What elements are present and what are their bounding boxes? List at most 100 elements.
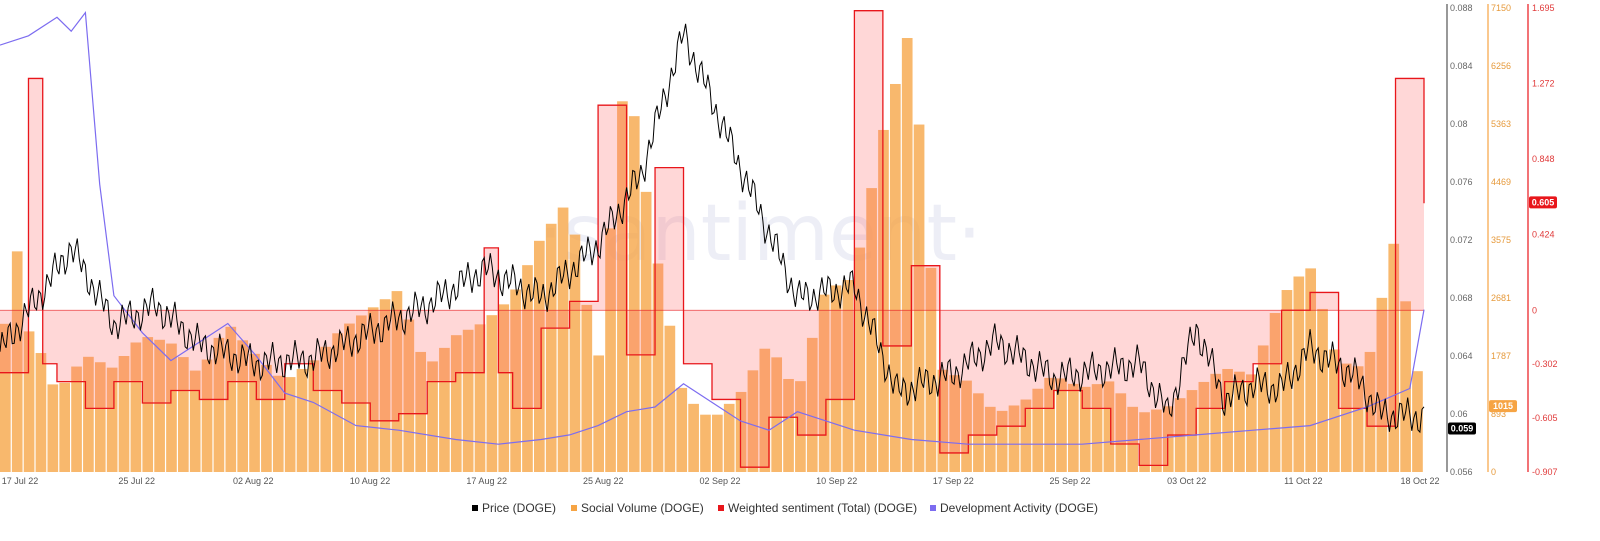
legend-label: Social Volume (DOGE): [581, 501, 704, 515]
social-volume-bar: [1103, 381, 1115, 472]
social-volume-bar: [189, 370, 201, 472]
social-volume-bar: [415, 351, 427, 472]
social-volume-bar: [522, 265, 533, 472]
social-volume-bar: [356, 315, 367, 472]
social-volume-bar: [35, 353, 47, 472]
social-volume-bar: [379, 299, 391, 472]
price-tick-label: 0.088: [1450, 3, 1473, 13]
legend-label: Development Activity (DOGE): [940, 501, 1098, 515]
social-volume-bar: [605, 228, 616, 472]
social-volume-bar: [1364, 351, 1376, 472]
social-volume-bar: [1056, 378, 1067, 472]
price-tick-label: 0.076: [1450, 177, 1473, 187]
social-current-badge: 1015: [1493, 401, 1513, 411]
social-volume-bar: [474, 324, 486, 472]
social-volume-bar: [1186, 390, 1198, 472]
sentiment-tick-label: -0.907: [1532, 467, 1558, 477]
social-volume-bar: [308, 360, 320, 472]
social-volume-bar: [462, 329, 474, 472]
social-volume-bar: [1340, 363, 1352, 472]
price-current-badge-bg: [1448, 422, 1476, 435]
social-volume-bar: [854, 247, 866, 472]
price-tick-label: 0.084: [1450, 61, 1473, 71]
social-volume-bar: [118, 356, 130, 472]
legend-label: Weighted sentiment (Total) (DOGE): [728, 501, 917, 515]
social-tick-label: 4469: [1491, 177, 1511, 187]
price-tick-label: 0.064: [1450, 351, 1473, 361]
social-volume-bar: [913, 124, 925, 472]
sentiment-tick-label: -0.605: [1532, 413, 1558, 423]
social-volume-bar: [961, 380, 972, 472]
x-tick-label: 25 Aug 22: [583, 476, 624, 486]
social-volume-bar: [1044, 377, 1055, 472]
sentiment-tick-label: 1.695: [1532, 3, 1555, 13]
x-tick-label: 03 Oct 22: [1167, 476, 1206, 486]
social-volume-bar: [949, 375, 961, 472]
social-volume-bar: [213, 337, 225, 472]
price-tick-label: 0.056: [1450, 467, 1473, 477]
social-volume-bar: [771, 357, 783, 472]
social-volume-bar: [593, 355, 605, 472]
legend: Price (DOGE) Social Volume (DOGE) Weighted…: [472, 501, 1098, 515]
social-volume-bar: [201, 359, 213, 472]
x-tick-label: 17 Jul 22: [2, 476, 39, 486]
social-volume-bar: [130, 342, 142, 472]
social-volume-bar: [700, 414, 711, 472]
sentiment-tick-label: 0.424: [1532, 230, 1555, 240]
social-volume-bar: [272, 375, 284, 472]
social-volume-bar: [439, 347, 450, 472]
x-tick-label: 17 Aug 22: [466, 476, 507, 486]
social-volume-bar: [925, 267, 937, 472]
social-volume-bar: [332, 333, 343, 472]
price-tick-label: 0.068: [1450, 293, 1473, 303]
social-volume-bar: [403, 319, 415, 472]
social-volume-bar: [1068, 383, 1079, 472]
social-volume-bar: [178, 357, 189, 472]
social-volume-bar: [795, 381, 806, 472]
social-volume-bar: [166, 343, 177, 472]
social-volume-bar: [486, 315, 498, 472]
social-volume-bar: [712, 414, 723, 472]
social-volume-bar: [1269, 313, 1281, 472]
social-volume-bar: [806, 337, 818, 472]
social-tick-label: 1787: [1491, 351, 1511, 361]
social-volume-bar: [759, 348, 771, 472]
social-volume-bar: [830, 285, 842, 472]
social-volume-bar: [1127, 406, 1139, 472]
social-volume-bar: [225, 326, 237, 472]
social-volume-bar: [94, 362, 106, 472]
social-volume-bar: [723, 403, 735, 472]
x-tick-label: 02 Sep 22: [699, 476, 740, 486]
social-volume-bar: [1293, 276, 1305, 472]
x-tick-label: 10 Aug 22: [350, 476, 391, 486]
social-tick-label: 893: [1491, 409, 1506, 419]
social-volume-bar: [47, 384, 59, 472]
social-volume-bar: [1032, 388, 1044, 472]
social-volume-bar: [249, 353, 260, 472]
social-tick-label: 0: [1491, 467, 1496, 477]
social-volume-bar: [890, 83, 901, 472]
sentiment-tick-label: 0.848: [1532, 154, 1555, 164]
social-volume-bar: [1317, 308, 1328, 472]
social-volume-bar: [1281, 290, 1293, 472]
social-tick-label: 7150: [1491, 3, 1511, 13]
price-line: [0, 23, 1425, 434]
social-volume-bar: [676, 387, 688, 472]
social-volume-bar: [391, 291, 403, 472]
social-volume-bar: [747, 370, 759, 472]
price-tick-label: 0.08: [1450, 119, 1468, 129]
sentiment-current-badge: 0.605: [1532, 197, 1555, 207]
social-volume-bar: [11, 251, 23, 472]
social-volume-bar: [628, 116, 640, 472]
social-volume-bar: [842, 280, 854, 472]
social-volume-bar: [450, 335, 462, 472]
price-tick-label: 0.06: [1450, 409, 1468, 419]
social-tick-label: 3575: [1491, 235, 1511, 245]
social-volume-bar: [23, 331, 35, 472]
social-volume-bar: [106, 367, 118, 472]
social-volume-bar: [996, 410, 1008, 472]
sentiment-tick-label: 0: [1532, 305, 1537, 315]
social-volume-bar: [534, 240, 545, 472]
social-volume-bar: [1246, 374, 1257, 472]
